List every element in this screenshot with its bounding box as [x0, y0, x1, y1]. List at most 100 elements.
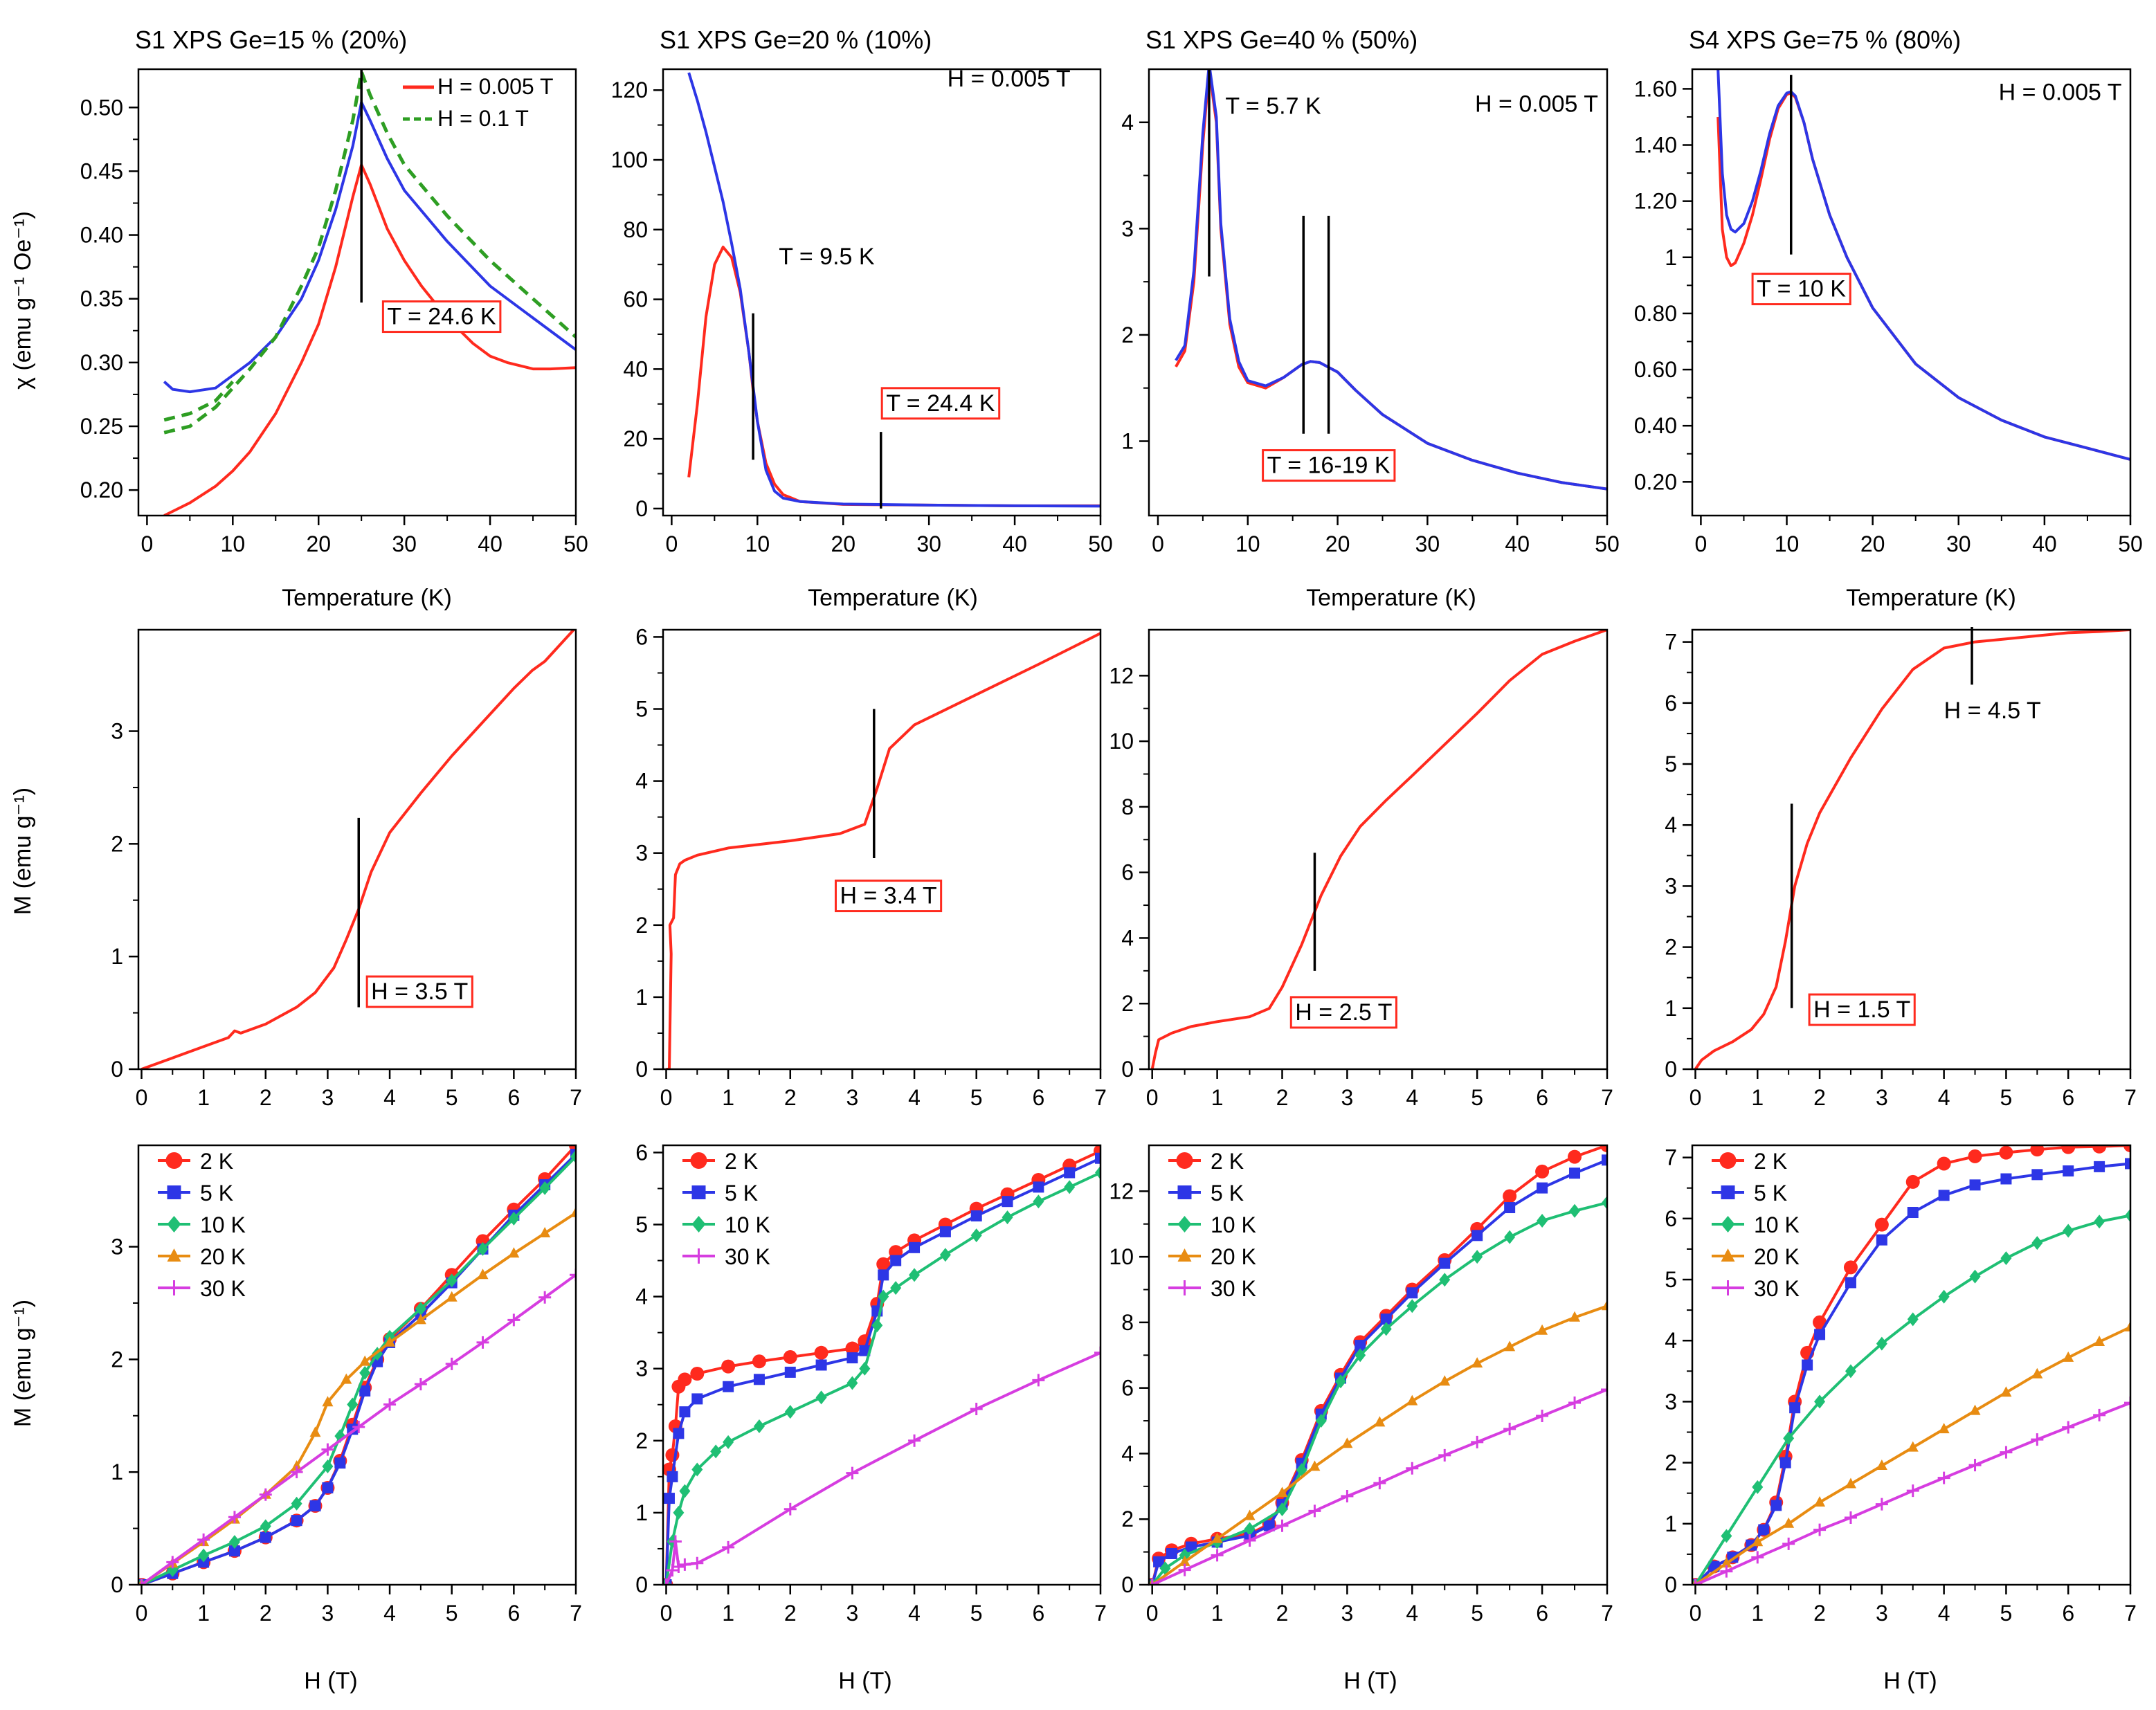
xlabel-t-col2: Temperature (K): [808, 585, 978, 611]
y-tick-label: 0: [1121, 1057, 1134, 1082]
data-point: [1315, 1414, 1327, 1428]
data-point: [538, 1291, 552, 1304]
data-point: [1758, 1524, 1770, 1536]
x-tick-label: 4: [908, 1085, 921, 1110]
x-tick-label: 4: [1938, 1085, 1950, 1110]
data-point: [672, 1560, 685, 1573]
y-tick-label: 1.20: [1634, 189, 1677, 214]
data-point: [1380, 1322, 1392, 1336]
data-point: [1503, 1422, 1516, 1435]
annotation-box: [365, 975, 473, 1008]
data-point: [197, 1533, 210, 1546]
data-point: [1438, 1448, 1451, 1462]
data-point: [1874, 1217, 1889, 1232]
legend-marker: [1719, 1152, 1737, 1169]
data-point: [290, 1466, 303, 1479]
plot-area: [1150, 630, 1607, 1069]
y-tick-label: 12: [1109, 1179, 1134, 1203]
data-point: [1814, 1495, 1826, 1507]
data-point: [1876, 1336, 1887, 1351]
data-point: [1033, 1194, 1044, 1209]
x-tick-label: 30: [392, 531, 417, 556]
data-point: [663, 1579, 673, 1585]
x-tick-label: 0: [1690, 1085, 1702, 1110]
series-line-red: [1150, 630, 1607, 1069]
series-line-blue: [687, 72, 1100, 508]
xlabel-t-col1: Temperature (K): [282, 585, 452, 611]
data-point: [2125, 1208, 2130, 1223]
data-point: [1907, 1441, 1919, 1452]
y-tick-label: 2: [111, 1347, 123, 1372]
data-point: [2000, 1173, 2012, 1185]
data-point: [1374, 1416, 1386, 1427]
y-tick-label: 2: [1121, 1507, 1134, 1531]
x-tick-label: 6: [1032, 1085, 1044, 1110]
y-tick-label: 0: [635, 496, 648, 521]
axes-frame: [662, 68, 1102, 517]
series-line-h-=-0.1-t: [163, 70, 576, 435]
data-point: [939, 1248, 951, 1262]
data-point: [753, 1419, 765, 1433]
x-tick-label: 30: [1946, 531, 1971, 556]
data-point: [1906, 1484, 1919, 1498]
data-point: [2063, 1351, 2074, 1362]
x-tick-label: 1: [1751, 1085, 1764, 1110]
data-point: [166, 1556, 179, 1569]
data-point: [752, 1354, 766, 1369]
data-point: [1503, 1189, 1517, 1203]
data-point: [1720, 1565, 1733, 1578]
data-point: [570, 1206, 576, 1217]
x-tick-label: 4: [1938, 1601, 1950, 1626]
annotation-box: [1262, 449, 1396, 482]
data-point: [1845, 1277, 1856, 1289]
series-line-h-=-0.1-t-(2): [163, 380, 235, 422]
legend-marker: [167, 1248, 181, 1262]
data-point: [784, 1405, 796, 1419]
x-tick-label: 1: [197, 1601, 210, 1626]
data-point: [1813, 1315, 1827, 1329]
annotation-box: [1808, 993, 1916, 1026]
chart-r3c4: 0 1 2 3 4 5 6 7 0 1 2 3 4 5 6 7 2 K 5 K 10 K 20 K 30 K: [1665, 1144, 2137, 1626]
data-point: [1938, 1289, 1950, 1304]
data-point: [691, 1556, 704, 1570]
data-point: [1721, 1557, 1732, 1568]
data-point: [1159, 1561, 1171, 1576]
data-point: [2030, 1145, 2045, 1157]
y-tick-label: 6: [635, 1140, 648, 1165]
data-point: [2031, 1236, 2043, 1250]
y-tick-label: 5: [635, 1212, 648, 1237]
data-point: [1373, 1477, 1386, 1490]
chart-r2c4: H = 1.5 T H = 4.5 T 0 1 2 3 4 5 6 7 0 1 2 3 4 5 6 7: [1665, 627, 2137, 1110]
x-tick-label: 2: [1813, 1085, 1826, 1110]
x-tick-label: 20: [1860, 531, 1885, 556]
x-tick-label: 3: [322, 1601, 334, 1626]
x-tick-label: 3: [846, 1085, 859, 1110]
data-point: [669, 1535, 682, 1548]
data-point: [970, 1228, 982, 1243]
data-point: [1243, 1534, 1256, 1547]
axes-frame: [1691, 68, 2132, 517]
axes-frame: [137, 1144, 577, 1586]
legend-marker: [690, 1152, 707, 1169]
y-tick-label: 1: [1665, 245, 1677, 270]
y-tick-label: 6: [635, 624, 648, 649]
x-tick-label: 3: [322, 1085, 334, 1110]
plot-grid: S1 XPS Ge=15 % (20%)T = 24.6 K0 10 20 30 40 5…: [80, 26, 2143, 1626]
x-tick-label: 5: [1471, 1085, 1483, 1110]
y-tick-label: 8: [1121, 1310, 1134, 1335]
data-point: [845, 1341, 860, 1356]
annotation-box: [1751, 273, 1851, 306]
chart-r3c2: 0 1 2 3 4 5 6 7 0 1 2 3 4 5 6 2 K 5 K 10 K 30 K: [635, 1140, 1107, 1626]
chart-r1c1: S1 XPS Ge=15 % (20%) T = 24.6 K 0 10 20 30 40 5…: [80, 26, 588, 556]
chart-r2c1: H = 3.5 T 0 1 2 3 4 5 6 7 0 1 2 3: [111, 628, 582, 1110]
data-point: [2124, 1397, 2130, 1410]
data-point: [1875, 1498, 1888, 1511]
data-point: [783, 1350, 797, 1365]
data-point: [1002, 1210, 1013, 1225]
data-point: [507, 1313, 520, 1327]
y-tick-label: 20: [623, 426, 648, 451]
data-point: [1968, 1149, 1982, 1163]
plot-area: [141, 630, 576, 1069]
data-point: [815, 1390, 827, 1405]
